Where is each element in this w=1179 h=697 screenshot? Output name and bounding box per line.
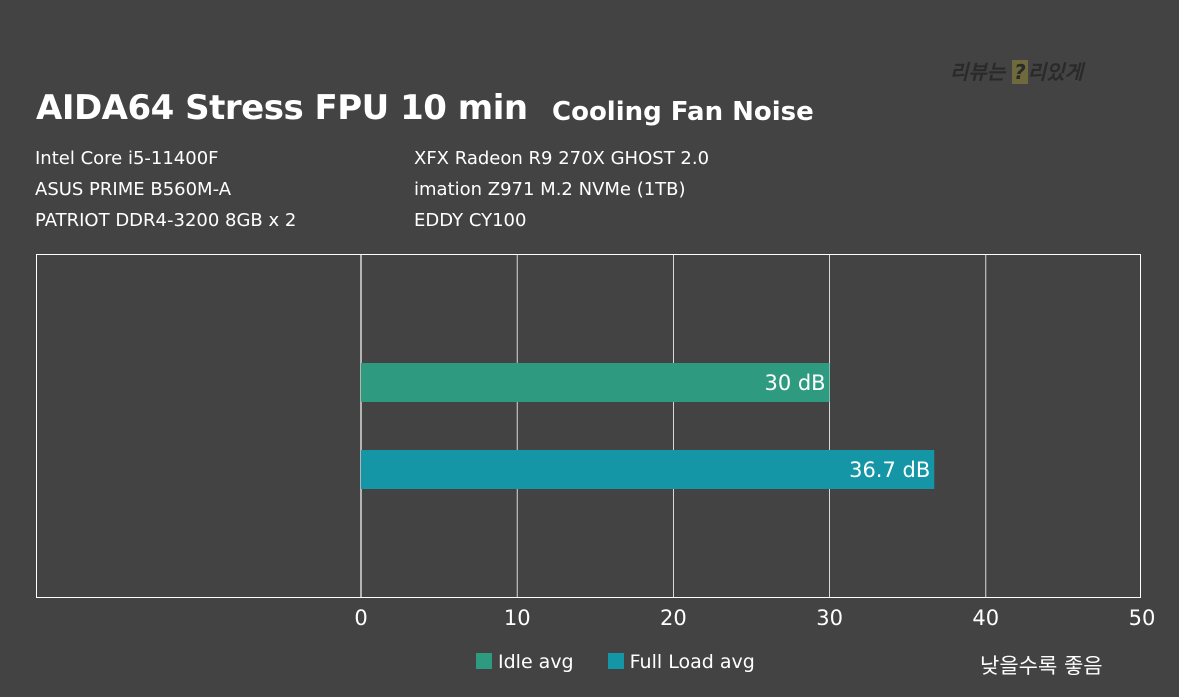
legend: Idle avg Full Load avg [476,651,755,673]
chart-title: AIDA64 Stress FPU 10 min [36,88,528,128]
watermark-text: 리뷰는 [950,60,1013,84]
spec-motherboard: ASUS PRIME B560M-A [35,179,232,200]
watermark-tail: 리있게 [1027,60,1083,84]
legend-swatch-full-load [607,653,624,669]
spec-list-left: Intel Core i5-11400F ASUS PRIME B560M-A … [35,143,296,236]
plot-frame [36,254,1141,598]
spec-gpu: XFX Radeon R9 270X GHOST 2.0 [414,148,710,169]
data-label-full-load: 36.7 dB [849,458,930,482]
watermark-mark: ? [1012,60,1028,84]
spec-cpu: Intel Core i5-11400F [35,148,219,169]
x-tick-label-20: 20 [660,606,687,630]
legend-label-idle: Idle avg [498,651,574,673]
lower-is-better-note: 낮을수록 좋음 [980,654,1103,678]
data-label-idle: 30 dB [764,371,825,395]
x-tick-label-30: 30 [816,606,843,630]
legend-label-full-load: Full Load avg [629,651,755,673]
watermark-logo: 리뷰는 ? 리있게 [950,56,1083,85]
legend-item-idle: Idle avg [476,651,574,673]
x-tick-label-40: 40 [972,606,999,630]
x-tick-label-50: 50 [1129,606,1156,630]
x-tick-label-10: 10 [504,606,531,630]
spec-cooler: EDDY CY100 [414,210,527,231]
spec-list-right: XFX Radeon R9 270X GHOST 2.0 imation Z97… [414,143,709,236]
bar-full-load [361,450,935,489]
legend-swatch-idle [476,653,492,669]
legend-item-full-load: Full Load avg [607,651,755,673]
bar-idle [361,363,830,402]
spec-storage: imation Z971 M.2 NVMe (1TB) [414,179,686,200]
chart-subtitle: Cooling Fan Noise [552,97,814,127]
spec-memory: PATRIOT DDR4-3200 8GB x 2 [35,210,297,231]
x-tick-label-0: 0 [354,606,367,630]
